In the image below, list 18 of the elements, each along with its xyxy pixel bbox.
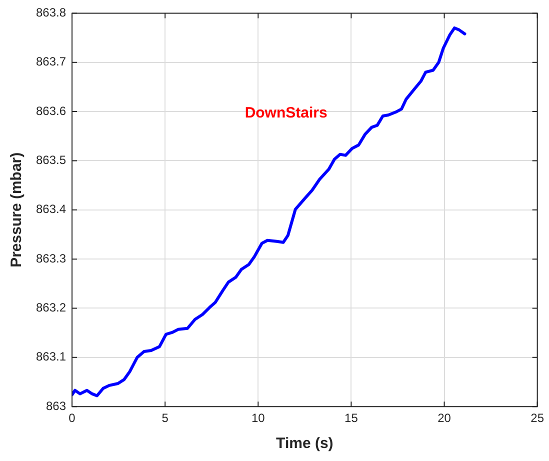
y-axis-title: Pressure (mbar) <box>8 152 26 268</box>
x-tick-label: 15 <box>344 411 358 426</box>
y-tick-label: 863.7 <box>36 54 66 69</box>
x-tick-label: 10 <box>251 411 266 426</box>
x-tick-label: 5 <box>162 411 169 426</box>
x-tick-label: 25 <box>530 411 544 426</box>
x-tick-label: 0 <box>68 411 76 426</box>
y-tick-label: 863.6 <box>36 104 66 118</box>
x-tick-label: 20 <box>438 411 452 426</box>
y-tick-label: 863.2 <box>36 300 66 315</box>
x-axis-title: Time (s) <box>276 435 334 452</box>
annotation: DownStairs <box>244 104 328 122</box>
y-tick-label: 863.5 <box>36 153 66 168</box>
y-tick-label: 863.4 <box>36 202 66 216</box>
y-tick-label: 863.1 <box>36 350 66 364</box>
y-tick-label: 863.8 <box>36 6 66 20</box>
y-tick-label: 863.3 <box>36 251 66 266</box>
y-tick-label: 863 <box>46 398 66 413</box>
